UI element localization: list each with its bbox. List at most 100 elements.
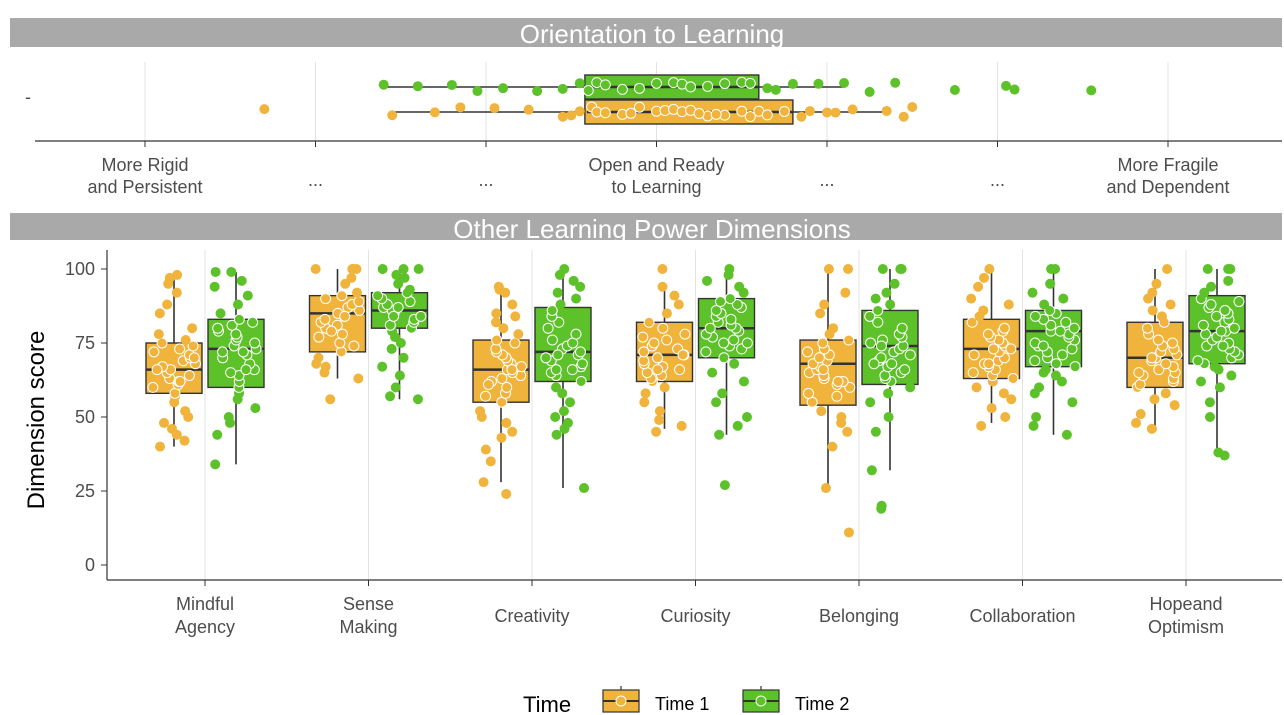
point-time2 [734, 281, 745, 292]
point-time2 [1195, 376, 1206, 387]
point-time1 [907, 102, 918, 113]
point-time2 [574, 346, 586, 358]
x-tick-label: Creativity [494, 606, 569, 626]
point-time2 [651, 77, 662, 89]
point-time2 [1223, 275, 1234, 286]
point-time1 [335, 346, 347, 358]
point-time2 [546, 334, 558, 346]
point-time2 [865, 397, 876, 408]
point-time2 [711, 397, 722, 408]
x-tick-label: Hopeand Optimism [1148, 594, 1224, 637]
point-time2 [210, 266, 221, 277]
point-time1 [507, 426, 518, 437]
x-tick-label: ... [308, 170, 323, 190]
point-time1 [1131, 417, 1142, 428]
point-time2 [1214, 382, 1225, 393]
strip-dimensions [10, 213, 1282, 240]
x-tick-label: Open and Ready to Learning [588, 155, 724, 197]
point-time2 [702, 275, 713, 286]
point-time2 [864, 86, 875, 97]
point-time2 [742, 412, 753, 422]
point-time2 [542, 322, 554, 334]
point-time2 [839, 77, 850, 88]
point-time2 [1211, 310, 1223, 322]
point-time1 [1006, 394, 1017, 405]
orientation-panel: Orientation to Learning - More Rigid and … [10, 18, 1282, 197]
point-time2 [1058, 293, 1069, 304]
point-time1 [496, 432, 507, 443]
point-time2 [1029, 355, 1041, 367]
point-time1 [815, 308, 826, 319]
point-time1 [966, 316, 978, 328]
legend: Time Time 1 Time 2 [523, 686, 849, 715]
point-time2 [215, 308, 226, 319]
point-time2 [1050, 264, 1061, 274]
point-time1 [820, 483, 831, 494]
point-time2 [729, 358, 740, 369]
point-time1 [693, 107, 705, 119]
point-time1 [1147, 287, 1158, 298]
point-time1 [557, 111, 568, 122]
point-time2 [1039, 299, 1050, 310]
point-time1 [973, 281, 984, 292]
point-time1 [480, 390, 492, 402]
point-time2 [1027, 287, 1038, 298]
point-time2 [472, 86, 483, 97]
point-time1 [971, 382, 982, 393]
point-time2 [719, 480, 730, 491]
point-time2 [865, 337, 877, 349]
point-time1 [346, 272, 357, 283]
point-time1 [967, 367, 979, 379]
point-time1 [480, 444, 491, 455]
strip-orientation [10, 18, 1282, 47]
point-time1 [761, 109, 773, 121]
point-time2 [394, 370, 405, 381]
point-time2 [770, 84, 781, 95]
legend-label-time2: Time 2 [795, 694, 849, 714]
point-time1 [654, 406, 665, 417]
point-time1 [982, 328, 994, 340]
point-time2 [1219, 304, 1231, 316]
point-time1 [679, 328, 691, 340]
point-time1 [172, 269, 183, 280]
point-time1 [648, 337, 660, 349]
point-time1 [498, 323, 509, 334]
strip-dimensions-title: Other Learning Power Dimensions [453, 214, 850, 244]
point-time1 [654, 414, 665, 425]
point-time2 [718, 352, 730, 364]
point-time2 [446, 79, 457, 90]
point-time1 [310, 264, 321, 274]
point-time2 [1031, 412, 1042, 422]
point-time1 [968, 349, 980, 361]
point-time2 [217, 346, 229, 358]
point-time2 [582, 84, 594, 96]
point-time1 [513, 329, 524, 340]
point-time1 [673, 299, 684, 310]
point-time2 [249, 337, 261, 349]
point-time1 [510, 311, 521, 322]
point-time1 [347, 264, 358, 274]
point-time1 [843, 264, 854, 274]
point-time2 [876, 500, 887, 511]
point-time1 [652, 352, 664, 364]
point-time1 [817, 337, 829, 349]
point-time1 [1133, 367, 1145, 379]
point-time2 [551, 429, 562, 440]
point-time1 [840, 287, 851, 298]
point-time1 [778, 105, 790, 117]
point-time2 [1226, 370, 1237, 381]
point-time1 [710, 108, 722, 120]
point-time2 [633, 82, 645, 94]
point-time2 [398, 352, 409, 363]
point-time1 [987, 343, 999, 355]
point-time1 [336, 290, 348, 302]
point-time2 [1192, 355, 1204, 367]
point-time1 [1005, 343, 1017, 355]
point-time2 [905, 382, 916, 393]
point-time2 [872, 316, 884, 328]
point-time1 [1162, 264, 1173, 274]
point-time2 [883, 412, 894, 422]
y-tick-label: 50 [75, 407, 95, 427]
point-time2 [1029, 310, 1041, 322]
point-time2 [1204, 397, 1215, 408]
